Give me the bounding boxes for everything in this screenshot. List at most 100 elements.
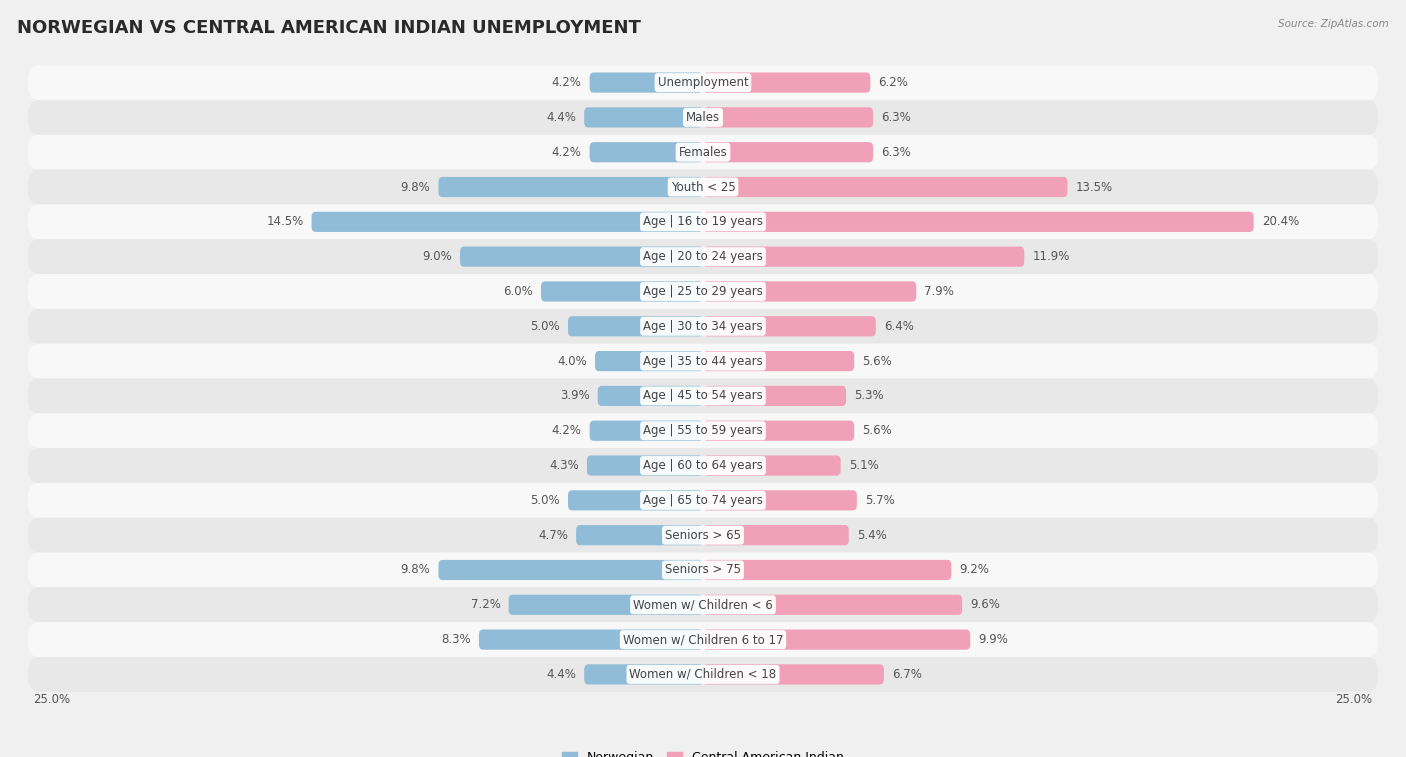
FancyBboxPatch shape [28,448,1378,483]
Text: 6.0%: 6.0% [503,285,533,298]
FancyBboxPatch shape [586,456,703,475]
Text: Youth < 25: Youth < 25 [671,180,735,194]
Text: 6.2%: 6.2% [879,76,908,89]
Text: 4.7%: 4.7% [538,528,568,542]
Text: Age | 35 to 44 years: Age | 35 to 44 years [643,354,763,368]
Text: 9.9%: 9.9% [979,633,1008,646]
FancyBboxPatch shape [703,107,873,127]
Text: Age | 65 to 74 years: Age | 65 to 74 years [643,494,763,507]
Text: 4.2%: 4.2% [551,145,582,159]
FancyBboxPatch shape [589,421,703,441]
Text: 9.8%: 9.8% [401,180,430,194]
Text: 6.7%: 6.7% [891,668,922,681]
FancyBboxPatch shape [595,351,703,371]
Text: 5.3%: 5.3% [855,389,884,403]
Text: 5.7%: 5.7% [865,494,894,507]
Text: 5.0%: 5.0% [530,319,560,333]
FancyBboxPatch shape [576,525,703,545]
FancyBboxPatch shape [703,456,841,475]
FancyBboxPatch shape [703,282,917,301]
Text: 4.4%: 4.4% [547,668,576,681]
FancyBboxPatch shape [703,316,876,336]
FancyBboxPatch shape [703,630,970,650]
Text: Source: ZipAtlas.com: Source: ZipAtlas.com [1278,19,1389,29]
Legend: Norwegian, Central American Indian: Norwegian, Central American Indian [557,746,849,757]
Text: Unemployment: Unemployment [658,76,748,89]
FancyBboxPatch shape [585,107,703,127]
FancyBboxPatch shape [439,560,703,580]
Text: 5.6%: 5.6% [862,354,891,368]
Text: NORWEGIAN VS CENTRAL AMERICAN INDIAN UNEMPLOYMENT: NORWEGIAN VS CENTRAL AMERICAN INDIAN UNE… [17,19,641,37]
FancyBboxPatch shape [703,491,856,510]
Text: 4.3%: 4.3% [550,459,579,472]
Text: Age | 20 to 24 years: Age | 20 to 24 years [643,250,763,263]
FancyBboxPatch shape [28,344,1378,378]
Text: 7.9%: 7.9% [924,285,955,298]
FancyBboxPatch shape [509,595,703,615]
Text: 13.5%: 13.5% [1076,180,1112,194]
FancyBboxPatch shape [703,247,1024,266]
Text: 6.3%: 6.3% [882,145,911,159]
Text: 6.3%: 6.3% [882,111,911,124]
FancyBboxPatch shape [585,665,703,684]
FancyBboxPatch shape [28,135,1378,170]
Text: 4.4%: 4.4% [547,111,576,124]
FancyBboxPatch shape [28,483,1378,518]
Text: Age | 60 to 64 years: Age | 60 to 64 years [643,459,763,472]
Text: Women w/ Children < 18: Women w/ Children < 18 [630,668,776,681]
FancyBboxPatch shape [28,274,1378,309]
Text: 4.2%: 4.2% [551,424,582,438]
FancyBboxPatch shape [703,665,884,684]
Text: Women w/ Children < 6: Women w/ Children < 6 [633,598,773,612]
Text: Females: Females [679,145,727,159]
FancyBboxPatch shape [28,170,1378,204]
FancyBboxPatch shape [28,65,1378,100]
FancyBboxPatch shape [703,351,855,371]
FancyBboxPatch shape [703,212,1254,232]
Text: 25.0%: 25.0% [34,693,70,706]
Text: 5.4%: 5.4% [856,528,887,542]
FancyBboxPatch shape [589,73,703,92]
FancyBboxPatch shape [28,622,1378,657]
FancyBboxPatch shape [479,630,703,650]
FancyBboxPatch shape [541,282,703,301]
Text: Age | 25 to 29 years: Age | 25 to 29 years [643,285,763,298]
Text: 9.0%: 9.0% [422,250,451,263]
FancyBboxPatch shape [703,177,1067,197]
Text: 14.5%: 14.5% [266,215,304,229]
FancyBboxPatch shape [568,316,703,336]
FancyBboxPatch shape [703,560,952,580]
FancyBboxPatch shape [28,100,1378,135]
Text: 11.9%: 11.9% [1032,250,1070,263]
Text: Age | 55 to 59 years: Age | 55 to 59 years [643,424,763,438]
FancyBboxPatch shape [703,73,870,92]
FancyBboxPatch shape [28,204,1378,239]
FancyBboxPatch shape [28,587,1378,622]
FancyBboxPatch shape [703,421,855,441]
FancyBboxPatch shape [28,413,1378,448]
Text: Age | 45 to 54 years: Age | 45 to 54 years [643,389,763,403]
FancyBboxPatch shape [28,657,1378,692]
FancyBboxPatch shape [703,525,849,545]
Text: 5.6%: 5.6% [862,424,891,438]
Text: 9.6%: 9.6% [970,598,1000,612]
Text: 9.8%: 9.8% [401,563,430,577]
Text: 3.9%: 3.9% [560,389,589,403]
FancyBboxPatch shape [28,518,1378,553]
Text: 20.4%: 20.4% [1261,215,1299,229]
Text: 4.2%: 4.2% [551,76,582,89]
FancyBboxPatch shape [312,212,703,232]
FancyBboxPatch shape [28,309,1378,344]
FancyBboxPatch shape [28,553,1378,587]
Text: 25.0%: 25.0% [1336,693,1372,706]
Text: 5.1%: 5.1% [849,459,879,472]
Text: Seniors > 75: Seniors > 75 [665,563,741,577]
Text: Seniors > 65: Seniors > 65 [665,528,741,542]
Text: Age | 30 to 34 years: Age | 30 to 34 years [643,319,763,333]
Text: 5.0%: 5.0% [530,494,560,507]
Text: 7.2%: 7.2% [471,598,501,612]
Text: 8.3%: 8.3% [441,633,471,646]
Text: 9.2%: 9.2% [959,563,990,577]
Text: Males: Males [686,111,720,124]
FancyBboxPatch shape [28,378,1378,413]
